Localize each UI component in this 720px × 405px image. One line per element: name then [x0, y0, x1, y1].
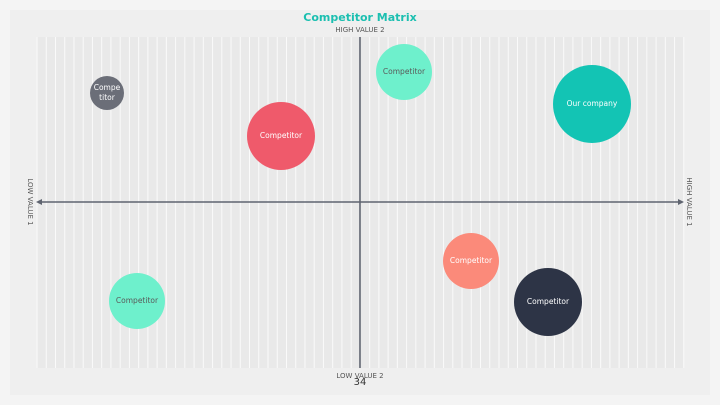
bubble-label: Competitor — [116, 296, 159, 305]
axis-label-top: HIGH VALUE 2 — [335, 26, 384, 34]
bubble — [376, 44, 432, 100]
axis-label-bottom: LOW VALUE 2 — [336, 372, 383, 380]
bubble-label: Competitor — [260, 131, 303, 140]
bubble — [247, 102, 315, 170]
arrow-right — [678, 199, 684, 205]
bubble-label: Our company — [567, 99, 618, 108]
bubble-label: Compe — [94, 83, 121, 92]
bubble — [514, 268, 582, 336]
bubble-label: Competitor — [450, 256, 493, 265]
bubble-label: Competitor — [527, 297, 570, 306]
bubble — [90, 76, 124, 110]
bubble-label: Competitor — [383, 67, 426, 76]
bubble — [553, 65, 631, 143]
bubbles: Competitor Competitor Competitor Our compan… — [90, 44, 631, 336]
arrow-left — [36, 199, 42, 205]
axis-label-left: LOW VALUE 1 — [26, 178, 34, 225]
bubble — [443, 233, 499, 289]
page-number: 34 — [354, 377, 367, 388]
bubble-label: titor — [99, 93, 116, 102]
title: Competitor Matrix — [303, 11, 416, 24]
axis-label-right: HIGH VALUE 1 — [685, 177, 693, 226]
bubble — [109, 273, 165, 329]
